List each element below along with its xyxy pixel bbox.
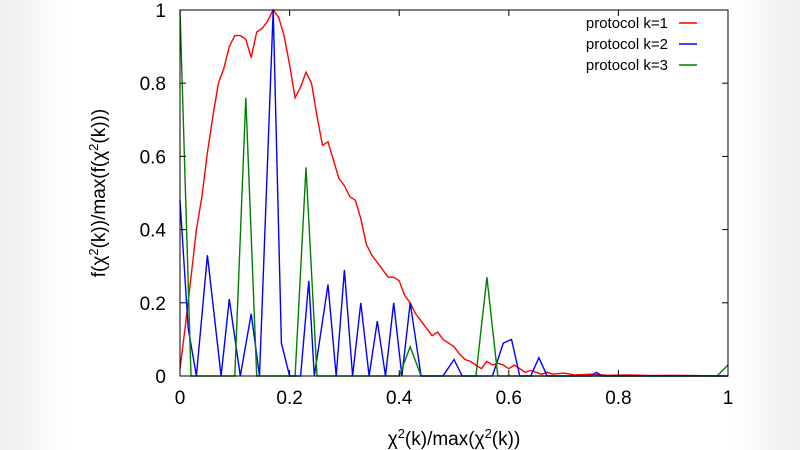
plot-area-border [179, 9, 729, 377]
y-tick-label: 0.4 [140, 221, 167, 242]
y-tick-label: 0 [155, 367, 166, 388]
series-line-1 [179, 8, 728, 377]
y-tick-label: 0.8 [140, 74, 166, 95]
y-tick-label: 0.6 [140, 147, 166, 168]
x-tick-label: 0.6 [496, 388, 522, 409]
x-tick-label: 0.2 [276, 388, 302, 409]
x-tick-label: 0.4 [386, 388, 413, 409]
legend-label-1: protocol k=1 [586, 15, 668, 32]
y-tick-label: 1 [155, 1, 166, 22]
y-axis-label: f(χ2(k))/max(f(χ2(k))) [86, 109, 110, 277]
legend-label-2: protocol k=2 [586, 36, 668, 53]
axes: 0 0.2 0.4 0.6 0.8 1 0 0.2 0.4 0.6 0.8 1 [140, 1, 734, 409]
x-tick-label: 0 [175, 388, 186, 409]
x-tick-label: 1 [723, 388, 734, 409]
legend-label-3: protocol k=3 [586, 57, 668, 74]
x-tick-label: 0.8 [605, 388, 631, 409]
legend: protocol k=1 protocol k=2 protocol k=3 [586, 15, 697, 74]
y-tick-label: 0.2 [140, 294, 166, 315]
x-axis-label: χ2(k)/max(χ2(k)) [388, 426, 521, 450]
